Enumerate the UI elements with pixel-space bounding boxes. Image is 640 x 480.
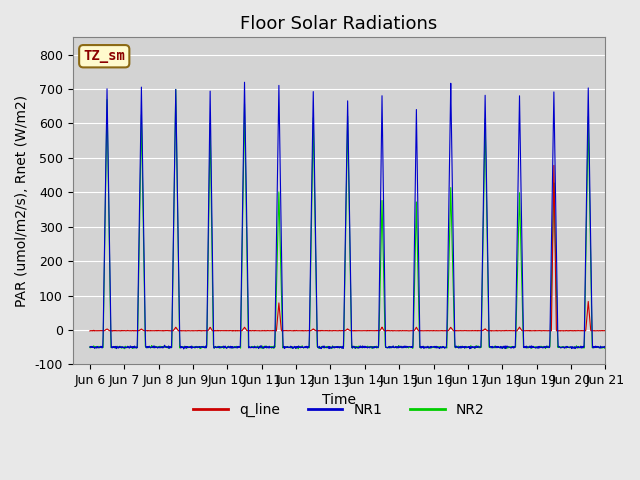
Legend: q_line, NR1, NR2: q_line, NR1, NR2 bbox=[188, 397, 490, 423]
Title: Floor Solar Radiations: Floor Solar Radiations bbox=[241, 15, 438, 33]
Text: TZ_sm: TZ_sm bbox=[83, 49, 125, 63]
X-axis label: Time: Time bbox=[322, 393, 356, 407]
Y-axis label: PAR (umol/m2/s), Rnet (W/m2): PAR (umol/m2/s), Rnet (W/m2) bbox=[15, 95, 29, 307]
